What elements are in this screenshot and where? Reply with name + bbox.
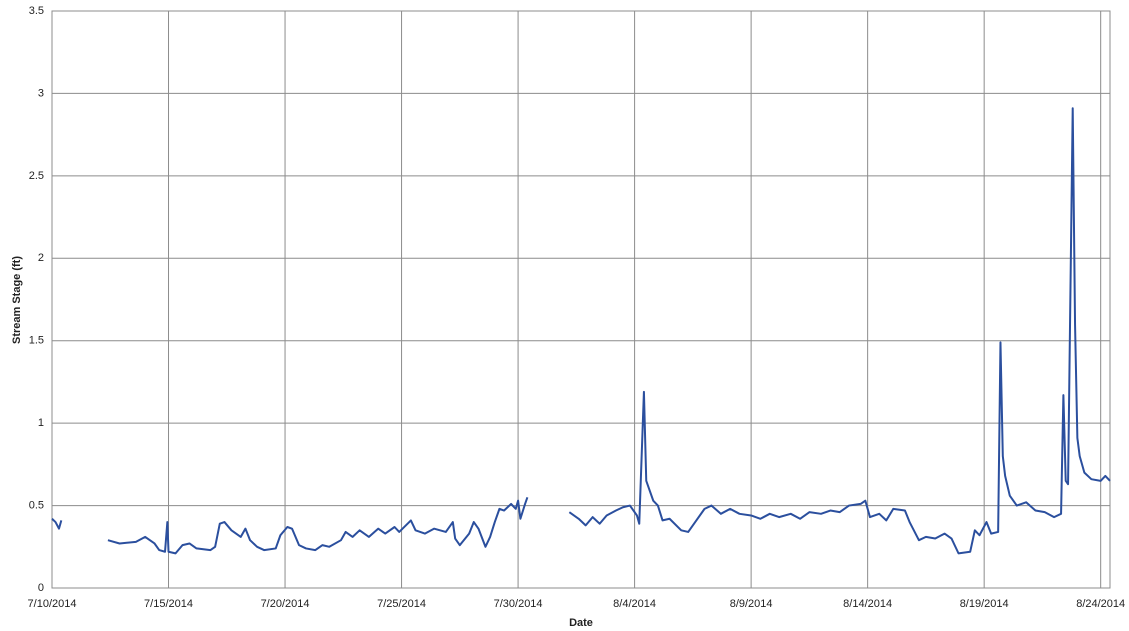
x-tick-label: 8/4/2014	[613, 598, 656, 610]
x-tick-label: 8/19/2014	[960, 598, 1009, 610]
y-tick-label: 0.5	[29, 499, 44, 511]
y-tick-label: 3	[38, 87, 44, 99]
x-axis-label: Date	[569, 617, 593, 629]
plot-frame	[51, 10, 1111, 589]
y-tick-label: 2	[38, 252, 44, 264]
data-line	[51, 107, 1111, 555]
y-axis-label: Stream Stage (ft)	[11, 256, 23, 344]
y-tick-label: 0	[38, 582, 44, 594]
x-tick-label: 8/9/2014	[730, 598, 773, 610]
y-tick-label: 1.5	[29, 335, 44, 347]
y-tick-label: 3.5	[29, 5, 44, 17]
x-tick-label: 7/10/2014	[28, 598, 77, 610]
y-tick-label: 2.5	[29, 170, 44, 182]
x-tick-label: 7/25/2014	[377, 598, 426, 610]
x-tick-label: 7/20/2014	[261, 598, 310, 610]
y-tick-label: 1	[38, 417, 44, 429]
x-tick-label: 7/30/2014	[494, 598, 543, 610]
x-tick-label: 8/24/2014	[1076, 598, 1125, 610]
x-tick-label: 8/14/2014	[843, 598, 892, 610]
x-tick-label: 7/15/2014	[144, 598, 193, 610]
